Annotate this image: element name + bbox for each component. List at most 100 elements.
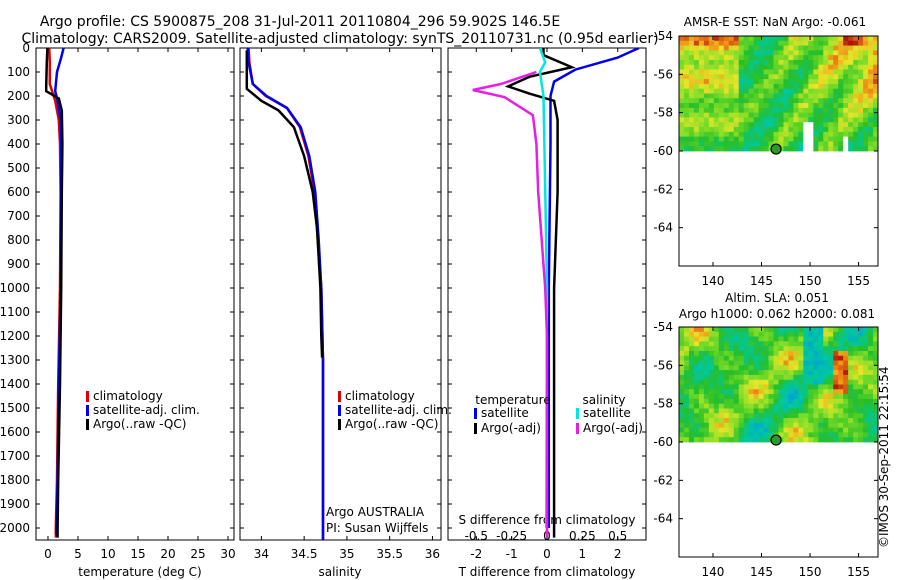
heatmap-cell (723, 55, 730, 61)
heatmap-cell (798, 365, 804, 371)
heatmap-cell (853, 98, 859, 104)
heatmap-cell (738, 50, 745, 56)
heatmap-cell (868, 413, 874, 419)
heatmap-cell (863, 98, 869, 104)
heatmap-cell (778, 336, 784, 342)
heatmap-cell (758, 136, 764, 142)
heatmap-cell (808, 384, 814, 390)
heatmap-cell (833, 112, 839, 118)
heatmap-cell (698, 93, 705, 99)
heatmap-cell (848, 360, 854, 366)
heatmap-cell (708, 122, 715, 128)
heatmap-cell (703, 403, 710, 409)
heatmap-cell (753, 422, 760, 429)
heatmap-cell (679, 418, 685, 424)
heatmap-cell (768, 93, 774, 99)
heatmap-cell (763, 374, 769, 381)
heatmap-cell (763, 403, 769, 409)
heatmap-cell (783, 422, 789, 429)
heatmap-cell (853, 93, 859, 99)
heatmap-cell (868, 365, 874, 371)
heatmap-cell (708, 103, 715, 109)
heatmap-cell (813, 69, 819, 75)
heatmap-cell (853, 355, 859, 361)
heatmap-cell (783, 427, 789, 433)
heatmap-cell (823, 45, 829, 51)
heatmap-cell (803, 112, 809, 118)
legend-swatch (576, 423, 579, 434)
heatmap-cell (853, 374, 859, 381)
heatmap-cell (683, 350, 690, 357)
heatmap-cell (758, 40, 764, 46)
heatmap-cell (848, 83, 854, 90)
heatmap-cell (703, 432, 710, 438)
heatmap-cell (733, 336, 740, 342)
heatmap-cell (868, 403, 874, 409)
x-tick-label: 155 (847, 274, 870, 288)
y-tick-label: 1900 (0, 497, 30, 511)
heatmap-cell (683, 403, 690, 409)
heatmap-cell (758, 365, 764, 371)
heatmap-cell (718, 336, 725, 342)
heatmap-cell (803, 107, 809, 114)
heatmap-cell (743, 350, 750, 357)
heatmap-cell (863, 141, 869, 147)
heatmap-cell (768, 379, 774, 385)
heatmap-cell (868, 398, 874, 405)
heatmap-cell (863, 427, 869, 433)
heatmap-cell (783, 384, 789, 390)
heatmap-cell (783, 146, 789, 152)
heatmap-cell (748, 79, 755, 85)
heatmap-cell (763, 117, 769, 123)
heatmap-cell (803, 36, 809, 42)
heatmap-cell (833, 427, 839, 433)
heatmap-cell (708, 418, 715, 424)
heatmap-cell (763, 413, 769, 419)
heatmap-cell (823, 394, 829, 400)
heatmap-cell (783, 346, 789, 352)
heatmap-cell (679, 389, 685, 395)
heatmap-cell (788, 107, 794, 114)
heatmap-cell (718, 350, 725, 357)
heatmap-cell (698, 40, 705, 46)
heatmap-cell (753, 379, 760, 385)
heatmap-cell (683, 64, 690, 70)
imos-credit: ©IMOS 30-Sep-2011 22:15:54 (877, 366, 891, 548)
heatmap-cell (768, 45, 774, 51)
heatmap-cell (798, 136, 804, 142)
heatmap-cell (813, 88, 819, 94)
heatmap-cell (768, 432, 774, 438)
heatmap-cell (723, 36, 730, 42)
heatmap-cell (798, 36, 804, 42)
heatmap-cell (823, 379, 829, 385)
heatmap-cell (688, 346, 695, 352)
heatmap-cell (783, 127, 789, 133)
heatmap-cell (733, 141, 740, 147)
heatmap-cell (763, 64, 769, 70)
heatmap-cell (783, 413, 789, 419)
heatmap-cell (808, 427, 814, 433)
heatmap-cell (843, 360, 849, 366)
heatmap-cell (798, 374, 804, 381)
heatmap-cell (793, 403, 799, 409)
heatmap-cell (823, 69, 829, 75)
y-tick-label: -64 (653, 221, 673, 235)
heatmap-cell (823, 88, 829, 94)
heatmap-cell (693, 103, 700, 109)
heatmap-cell (713, 88, 720, 94)
heatmap-cell (838, 122, 844, 128)
heatmap-cell (793, 55, 799, 61)
heatmap-cell (858, 136, 864, 142)
heatmap-cell (823, 83, 829, 90)
heatmap-cell (698, 122, 705, 128)
heatmap-cell (718, 40, 725, 46)
heatmap-cell (738, 36, 745, 42)
heatmap-cell (703, 336, 710, 342)
heatmap-cell (803, 389, 809, 395)
heatmap-cell (763, 112, 769, 118)
y-tick-label: -56 (653, 358, 673, 372)
heatmap-cell (698, 107, 705, 114)
heatmap-cell (858, 437, 864, 443)
heatmap-cell (728, 336, 735, 342)
heatmap-cell (708, 437, 715, 443)
